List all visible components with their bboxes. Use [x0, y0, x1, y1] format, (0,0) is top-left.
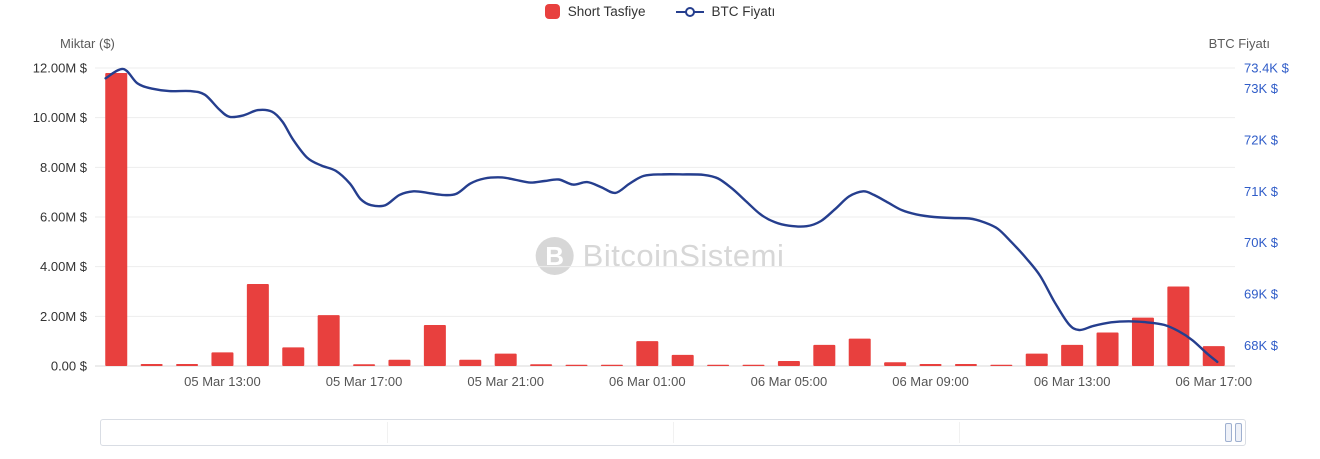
left-axis-tick-labels: 0.00 $ 2.00M $ 4.00M $ 6.00M $ 8.00M $ 10.00M…	[33, 61, 88, 374]
legend-item-short-tasfiye[interactable]: Short Tasfiye	[544, 4, 646, 19]
liquidation-bar[interactable]	[742, 364, 765, 366]
liquidation-bar[interactable]	[990, 364, 1013, 366]
bar-series-swatch-icon	[544, 4, 560, 19]
svg-text:72K $: 72K $	[1244, 132, 1279, 147]
navigator-tick	[959, 422, 960, 443]
liquidation-bar[interactable]	[494, 353, 517, 366]
liquidation-bar[interactable]	[317, 315, 340, 366]
svg-text:68K $: 68K $	[1244, 338, 1279, 353]
bar-series-short-tasfiye[interactable]	[105, 72, 1225, 366]
svg-text:05 Mar 17:00: 05 Mar 17:00	[326, 374, 403, 389]
svg-text:06 Mar 17:00: 06 Mar 17:00	[1175, 374, 1252, 389]
liquidation-bar[interactable]	[246, 284, 269, 366]
svg-text:73K $: 73K $	[1244, 81, 1279, 96]
legend-label-short-tasfiye: Short Tasfiye	[567, 4, 646, 19]
legend: Short Tasfiye BTC Fiyatı	[0, 4, 1320, 19]
liquidation-bar[interactable]	[282, 347, 305, 366]
svg-text:05 Mar 13:00: 05 Mar 13:00	[184, 374, 261, 389]
svg-text:73.4K $: 73.4K $	[1244, 61, 1290, 76]
liquidation-bar[interactable]	[954, 364, 977, 366]
liquidation-bar[interactable]	[105, 72, 128, 366]
liquidation-bar[interactable]	[636, 341, 659, 366]
liquidation-bar[interactable]	[388, 359, 411, 366]
liquidation-bar[interactable]	[600, 364, 623, 366]
navigator-tick	[387, 422, 388, 443]
liquidation-bar[interactable]	[1202, 346, 1225, 366]
svg-text:69K $: 69K $	[1244, 287, 1279, 302]
svg-text:70K $: 70K $	[1244, 235, 1279, 250]
data-zoom-slider[interactable]	[100, 419, 1246, 446]
btc-price-line[interactable]	[104, 67, 1219, 364]
legend-item-btc-fiyati[interactable]: BTC Fiyatı	[675, 4, 776, 19]
right-axis-tick-labels: 68K $ 69K $ 70K $ 71K $ 72K $ 73K $ 73.4K $	[1244, 61, 1290, 353]
chart-plot-area[interactable]: 0.00 $ 2.00M $ 4.00M $ 6.00M $ 8.00M $ 10.00M…	[0, 0, 1320, 410]
line-marker-dot	[684, 6, 695, 17]
svg-text:12.00M $: 12.00M $	[33, 61, 88, 76]
liquidation-bar[interactable]	[1061, 344, 1084, 366]
svg-text:0.00 $: 0.00 $	[51, 359, 88, 374]
svg-text:06 Mar 05:00: 06 Mar 05:00	[751, 374, 828, 389]
liquidation-bar[interactable]	[211, 352, 234, 366]
liquidation-bar[interactable]	[919, 364, 942, 366]
liquidation-bar[interactable]	[777, 361, 800, 366]
liquidation-bar[interactable]	[140, 364, 163, 366]
svg-text:4.00M $: 4.00M $	[40, 259, 88, 274]
navigator-tick	[673, 422, 674, 443]
svg-text:06 Mar 01:00: 06 Mar 01:00	[609, 374, 686, 389]
liquidation-bar[interactable]	[1167, 286, 1190, 366]
liquidation-bar[interactable]	[707, 364, 730, 366]
left-axis-title: Miktar ($)	[60, 36, 115, 51]
zoom-handle-right[interactable]	[1225, 423, 1242, 442]
liquidation-bar[interactable]	[176, 364, 199, 366]
svg-text:71K $: 71K $	[1244, 184, 1279, 199]
x-axis-tick-labels: 05 Mar 13:00 05 Mar 17:00 05 Mar 21:00 06 M…	[184, 374, 1252, 389]
right-axis-title: BTC Fiyatı	[1208, 36, 1270, 51]
svg-text:6.00M $: 6.00M $	[40, 210, 88, 225]
zoom-handle-bar[interactable]	[1225, 423, 1232, 442]
liquidation-bar[interactable]	[423, 325, 446, 366]
liquidation-bar[interactable]	[671, 354, 694, 366]
svg-text:10.00M $: 10.00M $	[33, 110, 88, 125]
svg-text:2.00M $: 2.00M $	[40, 309, 88, 324]
line-series-marker-icon	[675, 6, 704, 17]
liquidation-bar[interactable]	[1131, 317, 1154, 366]
svg-text:8.00M $: 8.00M $	[40, 160, 88, 175]
svg-text:06 Mar 13:00: 06 Mar 13:00	[1034, 374, 1111, 389]
liquidation-bar[interactable]	[884, 362, 907, 366]
legend-label-btc-fiyati: BTC Fiyatı	[711, 4, 776, 19]
zoom-handle-bar[interactable]	[1235, 423, 1242, 442]
liquidation-bar[interactable]	[353, 364, 376, 366]
liquidation-bar[interactable]	[848, 338, 871, 366]
liquidation-bar[interactable]	[530, 364, 553, 366]
liquidation-bar[interactable]	[459, 359, 482, 366]
liquidation-bar[interactable]	[565, 364, 588, 366]
liquidation-bar[interactable]	[1025, 353, 1048, 366]
svg-text:06 Mar 09:00: 06 Mar 09:00	[892, 374, 969, 389]
liquidation-bar[interactable]	[1096, 332, 1119, 366]
liquidation-bar[interactable]	[813, 344, 836, 366]
svg-text:05 Mar 21:00: 05 Mar 21:00	[467, 374, 544, 389]
